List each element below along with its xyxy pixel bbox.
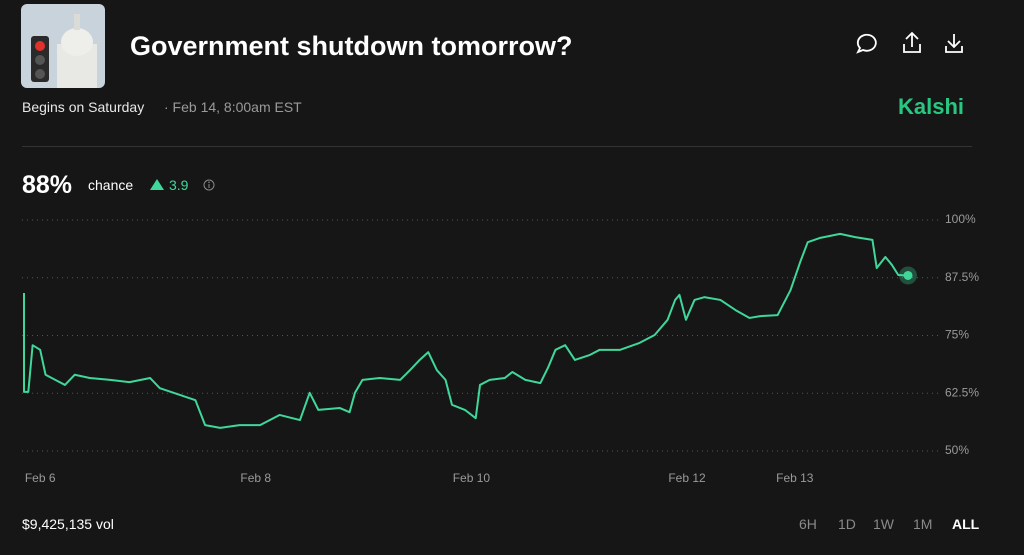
y-tick-label: 75% (945, 328, 969, 342)
chance-label: chance (88, 177, 134, 193)
market-image (21, 4, 105, 88)
change: 3.9 (169, 177, 189, 193)
x-tick-label: Feb 13 (776, 471, 814, 485)
current-point (903, 270, 913, 280)
brand[interactable]: Kalshi (898, 94, 965, 119)
up-arrow (150, 179, 164, 190)
y-tick-label: 100% (945, 212, 976, 226)
volume: $9,425,135 vol (22, 516, 114, 532)
range-button[interactable]: 1W (873, 516, 894, 532)
range-button[interactable]: 1M (913, 516, 933, 532)
price-line (23, 232, 909, 429)
share-icon[interactable] (903, 31, 921, 53)
close-date: · Feb 14, 8:00am EST (164, 99, 302, 115)
x-tick-label: Feb 8 (240, 471, 271, 485)
title: Government shutdown tomorrow? (130, 31, 573, 61)
y-tick-label: 50% (945, 443, 969, 457)
x-tick-label: Feb 10 (453, 471, 491, 485)
range-button[interactable]: 6H (799, 516, 817, 532)
y-tick-label: 87.5% (945, 270, 979, 284)
x-tick-label: Feb 12 (668, 471, 706, 485)
info-icon[interactable] (203, 179, 215, 191)
chance-value: 88% (22, 171, 73, 199)
range-button[interactable]: ALL (952, 516, 980, 532)
actions (856, 31, 963, 54)
download-icon[interactable] (945, 34, 963, 53)
comment-icon[interactable] (856, 33, 877, 54)
begins: Begins on Saturday (22, 99, 145, 115)
range-button[interactable]: 1D (838, 516, 856, 532)
y-tick-label: 62.5% (945, 385, 979, 399)
x-tick-label: Feb 6 (25, 471, 56, 485)
chart: 50% 62.5% 75% 87.5% 100% Feb 6 Feb 8 Feb 10 Feb … (22, 212, 979, 485)
divider (22, 146, 972, 147)
